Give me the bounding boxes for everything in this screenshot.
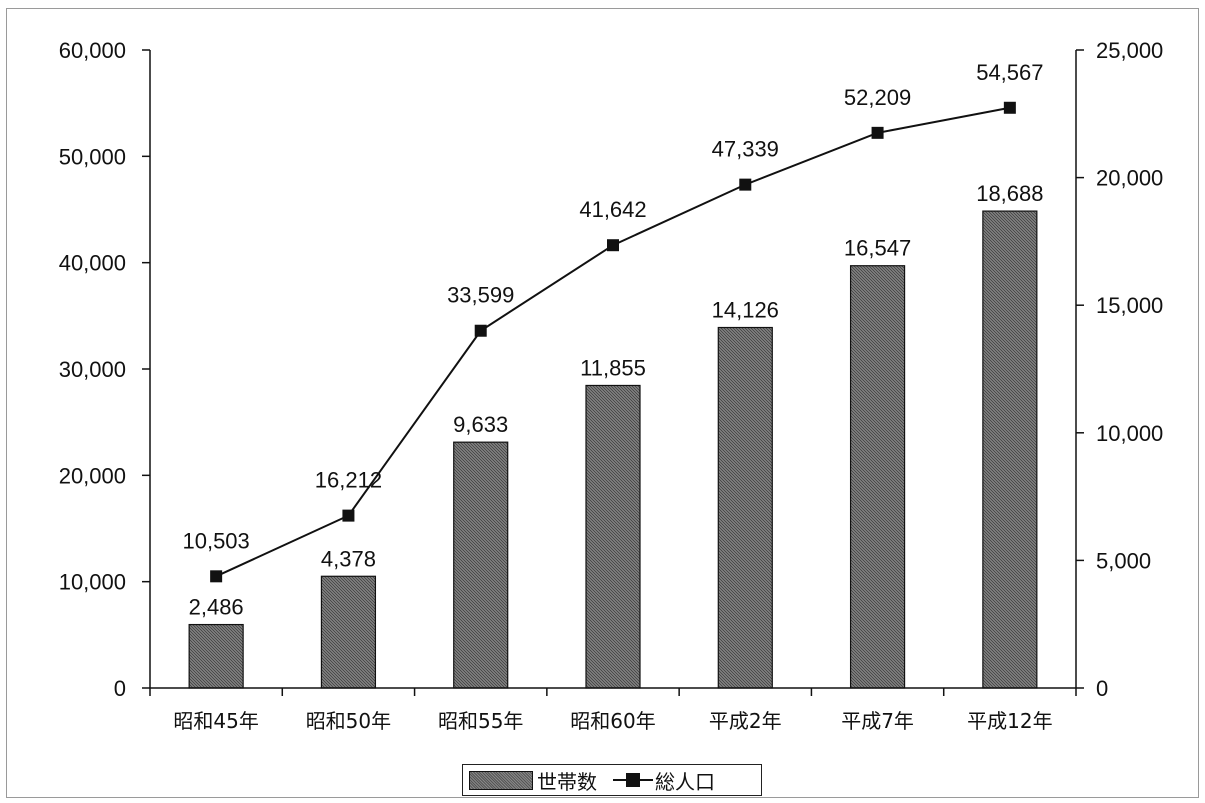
population-marker-6 [1003, 101, 1016, 114]
legend-line-swatch [613, 770, 653, 790]
legend-entry-households: 世帯数 [469, 766, 597, 795]
y-left-tick-label-4: 40,000 [59, 251, 126, 276]
x-tick-label-4: 平成2年 [709, 709, 782, 733]
bar-0 [188, 623, 244, 689]
bar-2 [453, 441, 509, 689]
bar-value-label-1: 4,378 [321, 546, 376, 571]
population-value-label-2: 33,599 [447, 283, 514, 308]
bar-5 [849, 265, 906, 689]
y-left-tick-label-5: 50,000 [59, 144, 126, 169]
x-tick-label-3: 昭和60年 [570, 709, 655, 733]
legend-bar-swatch [469, 770, 533, 790]
x-tick-label-5: 平成7年 [841, 709, 914, 733]
axes: 0 10,000 20,000 30,000 40,000 50,000 60,000 0 5,… [59, 38, 1164, 733]
population-marker-4 [739, 178, 752, 191]
bar-value-label-2: 9,633 [453, 412, 508, 437]
y-right-tick-label-4: 20,000 [1096, 166, 1163, 191]
population-marker-1 [342, 509, 355, 522]
y-right-tick-label-0: 0 [1096, 676, 1108, 701]
legend-entry-population: 総人口 [597, 766, 715, 795]
population-marker-0 [210, 570, 223, 583]
legend: 世帯数 総人口 [462, 764, 762, 796]
x-tick-label-2: 昭和55年 [438, 709, 523, 733]
bar-6 [982, 210, 1038, 689]
bar-1 [320, 575, 377, 689]
y-left-tick-label-3: 30,000 [59, 357, 126, 382]
x-tick-label-6: 平成12年 [967, 709, 1052, 733]
population-marker-3 [607, 239, 619, 252]
legend-label-population: 総人口 [655, 769, 715, 794]
line-layer [210, 101, 1016, 583]
data-label-layer: 2,486 4,378 9,633 11,855 14,126 16,547 18,688 1… [182, 60, 1043, 620]
legend-label-households: 世帯数 [537, 769, 597, 794]
y-left-tick-label-0: 0 [114, 676, 126, 701]
y-right-tick-label-5: 25,000 [1096, 38, 1163, 63]
y-left-tick-label-1: 10,000 [59, 570, 126, 595]
population-value-label-1: 16,212 [315, 468, 382, 493]
bar-value-label-6: 18,688 [976, 181, 1043, 206]
y-right-tick-label-1: 5,000 [1096, 548, 1151, 573]
bar-value-label-4: 14,126 [712, 298, 779, 323]
population-value-label-0: 10,503 [182, 528, 249, 553]
population-value-label-4: 47,339 [712, 137, 779, 162]
x-tick-label-0: 昭和45年 [173, 709, 258, 733]
population-value-label-5: 52,209 [844, 85, 911, 110]
bar-value-label-0: 2,486 [189, 595, 244, 620]
y-right-tick-label-2: 10,000 [1096, 421, 1163, 446]
chart-frame [6, 8, 1199, 798]
y-left-tick-label-6: 60,000 [59, 38, 126, 63]
population-marker-2 [474, 324, 487, 337]
bar-3 [585, 384, 641, 689]
population-value-label-6: 54,567 [976, 60, 1043, 85]
bar-value-label-5: 16,547 [844, 236, 911, 261]
bar-4 [717, 326, 773, 689]
population-marker-5 [871, 126, 884, 139]
y-right-tick-label-3: 15,000 [1096, 293, 1163, 318]
population-value-label-3: 41,642 [579, 197, 646, 222]
y-left-tick-label-2: 20,000 [59, 463, 126, 488]
bar-value-label-3: 11,855 [580, 355, 646, 380]
x-tick-label-1: 昭和50年 [306, 709, 391, 733]
bar-layer [188, 210, 1038, 689]
